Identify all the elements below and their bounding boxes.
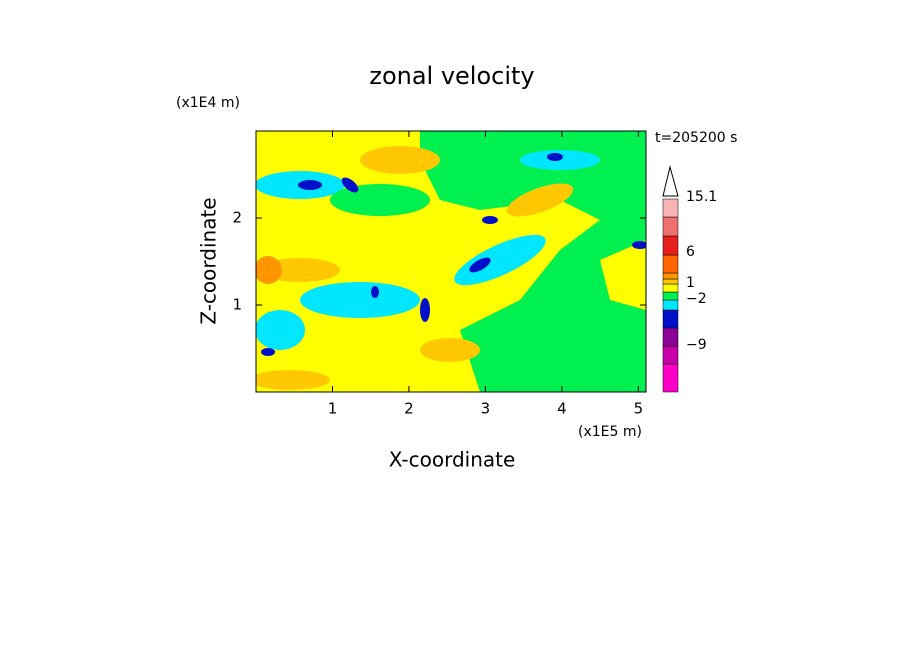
colorbar-segment: [662, 278, 679, 285]
colorbar-segment: [662, 216, 679, 237]
colorbar-segment: [662, 254, 679, 274]
x-tick-label: 5: [634, 400, 644, 418]
colorbar-arrow: [662, 165, 679, 197]
colorbar-segment: [662, 327, 679, 347]
y-tick-label: 1: [232, 296, 242, 314]
x-axis-label: X-coordinate: [389, 448, 516, 472]
x-tick-label: 4: [557, 400, 567, 418]
y-axis-label: Z-coordinate: [197, 197, 221, 324]
colorbar-label: 6: [686, 244, 695, 260]
colorbar-segment: [662, 345, 679, 365]
x-unit: (x1E5 m): [578, 424, 642, 440]
colorbar-segment: [662, 363, 679, 393]
colorbar-segment: [662, 283, 679, 293]
colorbar-segment: [662, 198, 679, 218]
colorbar-label: 15.1: [686, 189, 717, 205]
contour-field: [256, 131, 646, 392]
y-unit: (x1E4 m): [176, 95, 240, 111]
plot-frame: [255, 130, 647, 393]
chart-title: zonal velocity: [369, 62, 534, 90]
colorbar-segment: [662, 309, 679, 329]
colorbar-label: 1: [686, 275, 695, 291]
colorbar-segment: [662, 299, 679, 311]
colorbar-segment: [662, 272, 679, 280]
colorbar-label: −2: [686, 291, 707, 307]
x-tick-label: 2: [404, 400, 414, 418]
x-tick-label: 1: [328, 400, 338, 418]
y-tick-label: 2: [232, 209, 242, 227]
colorbar-label: −9: [686, 337, 707, 353]
annotation: t=205200 s: [655, 130, 737, 146]
x-tick-label: 3: [481, 400, 491, 418]
colorbar-segment: [662, 235, 679, 256]
colorbar-segment: [662, 291, 679, 301]
